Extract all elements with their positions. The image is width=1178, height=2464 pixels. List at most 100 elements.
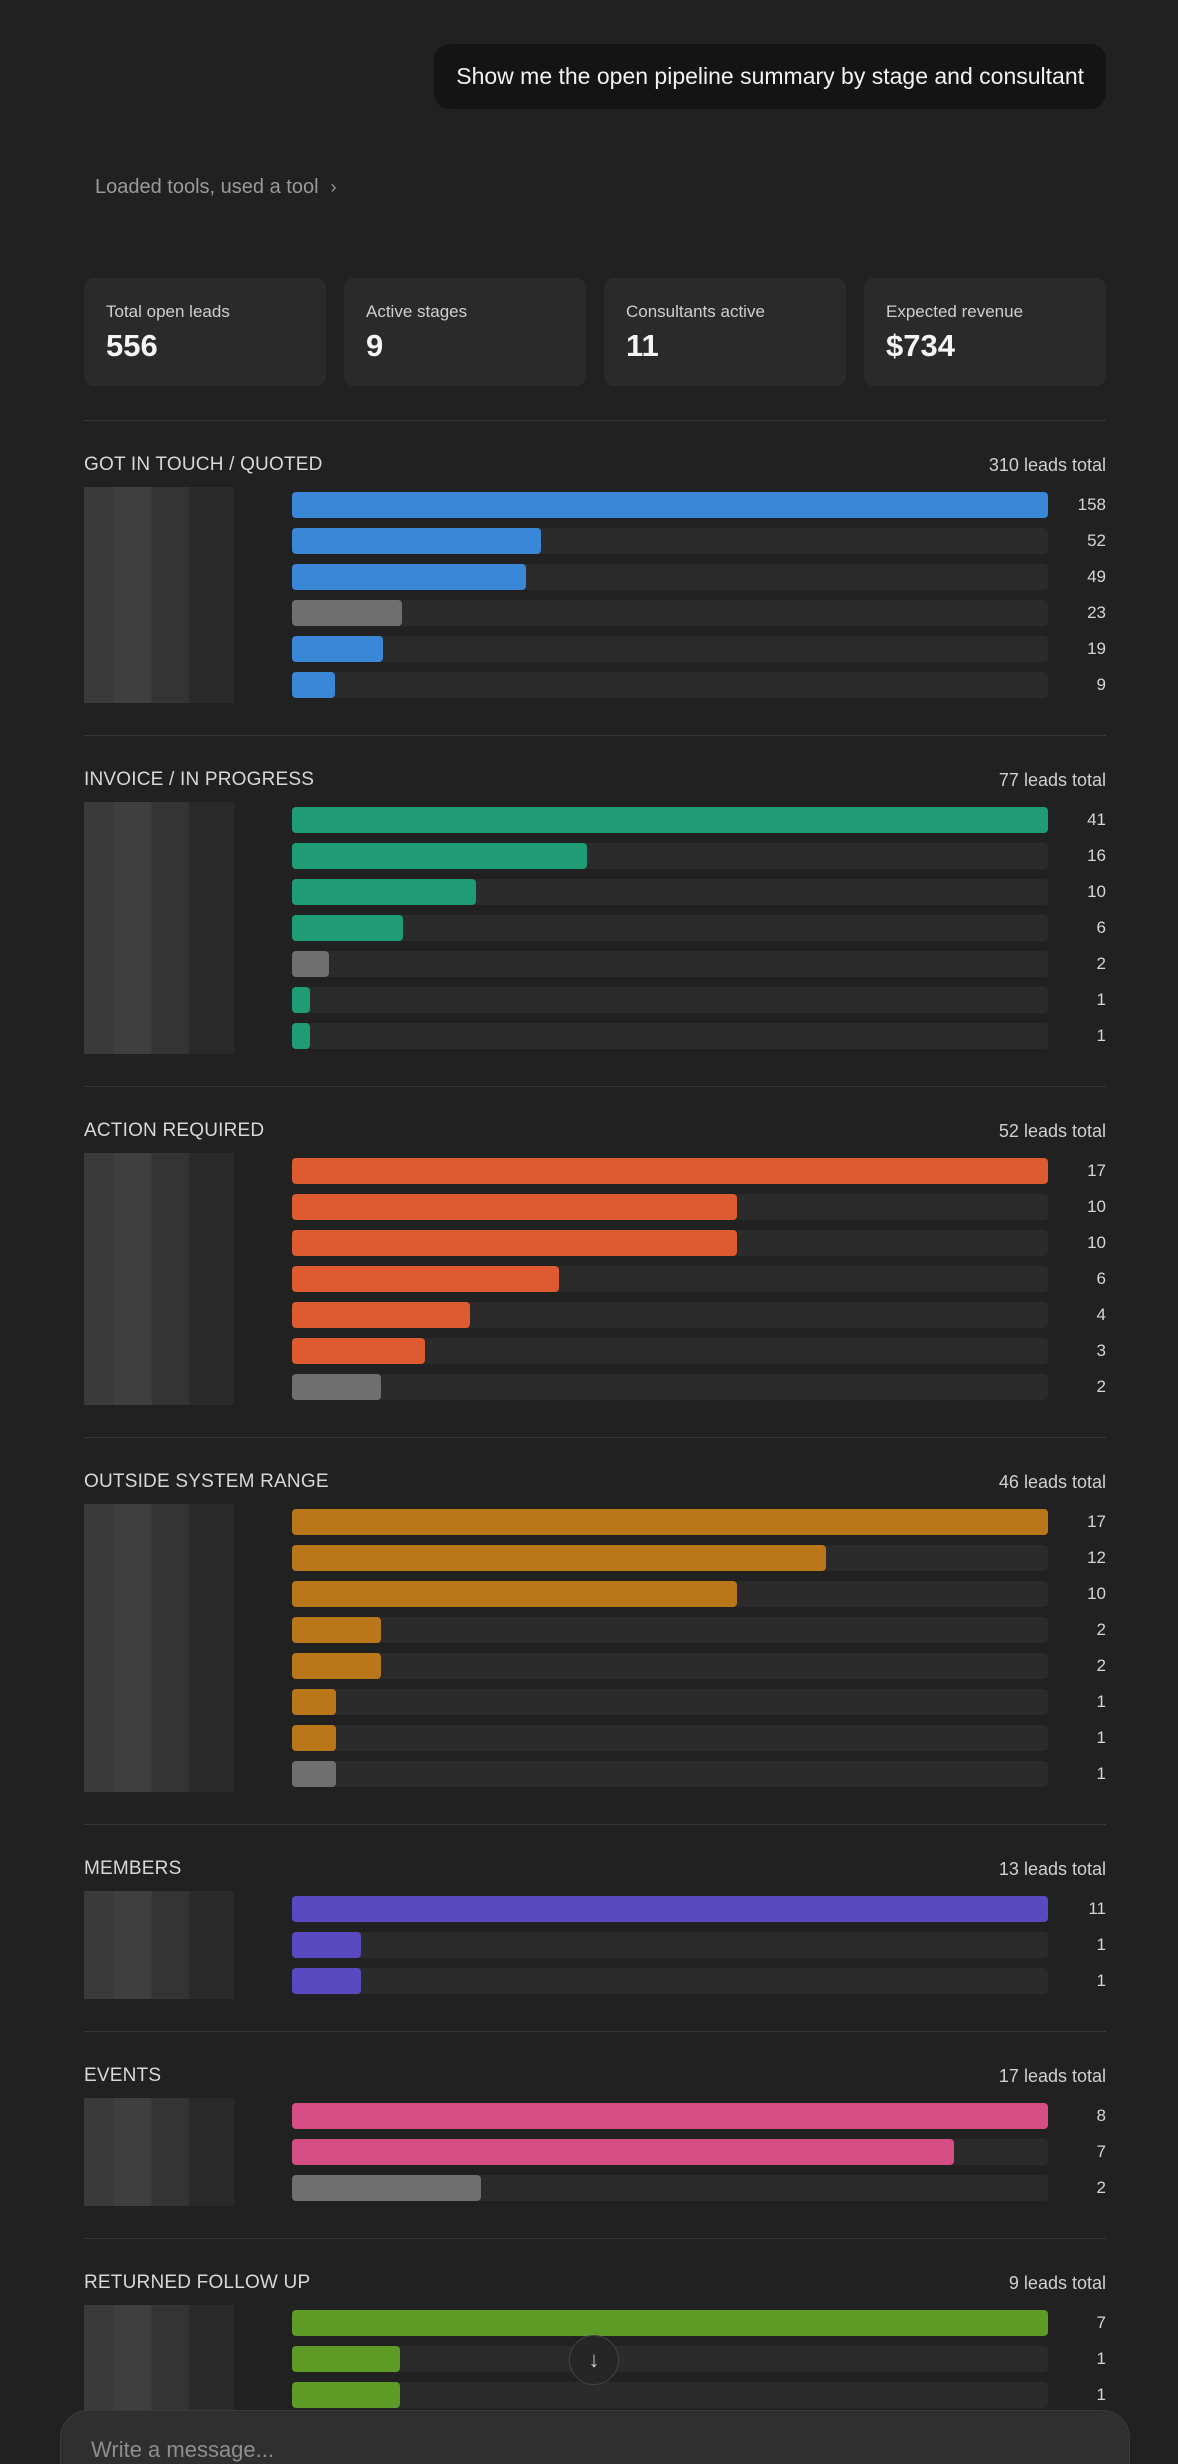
- bar-row: 1: [84, 1018, 1106, 1054]
- stat-card-consultants-active: Consultants active 11: [604, 278, 846, 386]
- redacted-block: [84, 874, 234, 910]
- consultant-label-redacted: [84, 1153, 292, 1189]
- redacted-block: [84, 595, 234, 631]
- bar: [292, 1617, 381, 1643]
- section-title: INVOICE / IN PROGRESS: [84, 769, 315, 790]
- bar: [292, 1896, 1048, 1922]
- section-title: ACTION REQUIRED: [84, 1120, 265, 1141]
- bar: [292, 1509, 1048, 1535]
- bar-track: [292, 1266, 1048, 1292]
- bar-row: 23: [84, 595, 1106, 631]
- bar: [292, 2103, 1048, 2129]
- redacted-block: [84, 559, 234, 595]
- bar-track: [292, 2139, 1048, 2165]
- bar: [292, 528, 541, 554]
- bar: [292, 672, 335, 698]
- bar-value-label: 1: [1096, 1935, 1106, 1954]
- bar: [292, 2382, 400, 2408]
- redacted-block: [84, 2305, 234, 2341]
- consultant-label-redacted: [84, 2098, 292, 2134]
- section-header: OUTSIDE SYSTEM RANGE 46 leads total: [84, 1470, 1106, 1494]
- section-header: ACTION REQUIRED 52 leads total: [84, 1119, 1106, 1143]
- bar-row: 16: [84, 838, 1106, 874]
- consultant-label-redacted: [84, 1504, 292, 1540]
- bar-row: 1: [84, 1756, 1106, 1792]
- pipeline-section: ACTION REQUIRED 52 leads total 17 10 10 6 4 3 2: [84, 1086, 1106, 1437]
- redacted-block: [84, 487, 234, 523]
- redacted-block: [84, 1648, 234, 1684]
- consultant-label-redacted: [84, 874, 292, 910]
- bar-track: [292, 1968, 1048, 1994]
- bar-value-label: 1: [1096, 2349, 1106, 2368]
- bar-row: 2: [84, 1369, 1106, 1405]
- bar-value-label: 23: [1087, 603, 1106, 622]
- bar: [292, 915, 403, 941]
- bar-value-label: 9: [1096, 675, 1106, 694]
- bar-row: 12: [84, 1540, 1106, 1576]
- redacted-block: [84, 1153, 234, 1189]
- bar: [292, 1581, 737, 1607]
- bar-row: 7: [84, 2134, 1106, 2170]
- bar-value-label: 10: [1087, 882, 1106, 901]
- bar-track: [292, 1023, 1048, 1049]
- consultant-label-redacted: [84, 1891, 292, 1927]
- bar-value-label: 19: [1087, 639, 1106, 658]
- bar: [292, 1689, 336, 1715]
- bar-value-label: 6: [1096, 918, 1106, 937]
- bar-track: [292, 1617, 1048, 1643]
- redacted-block: [84, 910, 234, 946]
- consultant-label-redacted: [84, 910, 292, 946]
- consultant-label-redacted: [84, 2341, 292, 2377]
- bar-row: 41: [84, 802, 1106, 838]
- bar: [292, 2139, 954, 2165]
- bar: [292, 1338, 425, 1364]
- bar-row: 1: [84, 1684, 1106, 1720]
- bar-value-label: 2: [1096, 1377, 1106, 1396]
- consultant-label-redacted: [84, 1576, 292, 1612]
- bar-row: 4: [84, 1297, 1106, 1333]
- pipeline-section: RETURNED FOLLOW UP 9 leads total 7 1 1: [84, 2238, 1106, 2445]
- bar-row: 6: [84, 910, 1106, 946]
- redacted-block: [84, 1189, 234, 1225]
- consultant-label-redacted: [84, 1018, 292, 1054]
- bar-row: 2: [84, 1612, 1106, 1648]
- bar-track: [292, 492, 1048, 518]
- scroll-down-button[interactable]: ↓: [569, 2335, 619, 2385]
- bar-row: 1: [84, 1720, 1106, 1756]
- tools-summary-toggle[interactable]: Loaded tools, used a tool ›: [95, 176, 337, 199]
- bar-track: [292, 1230, 1048, 1256]
- redacted-block: [84, 2134, 234, 2170]
- consultant-label-redacted: [84, 2377, 292, 2413]
- bar-value-label: 1: [1096, 990, 1106, 1009]
- consultant-label-redacted: [84, 1684, 292, 1720]
- bar-row: 10: [84, 1189, 1106, 1225]
- bar-value-label: 1: [1096, 1692, 1106, 1711]
- section-title: OUTSIDE SYSTEM RANGE: [84, 1471, 329, 1492]
- stat-card-total-open-leads: Total open leads 556: [84, 278, 326, 386]
- redacted-block: [84, 1612, 234, 1648]
- bar-value-label: 10: [1087, 1584, 1106, 1603]
- section-header: GOT IN TOUCH / QUOTED 310 leads total: [84, 453, 1106, 477]
- consultant-label-redacted: [84, 1612, 292, 1648]
- bar-value-label: 1: [1096, 1764, 1106, 1783]
- bar-track: [292, 1194, 1048, 1220]
- bar-track: [292, 672, 1048, 698]
- bar-track: [292, 528, 1048, 554]
- consultant-label-redacted: [84, 1963, 292, 1999]
- bar-value-label: 11: [1088, 1899, 1106, 1918]
- redacted-block: [84, 1927, 234, 1963]
- bar-track: [292, 1158, 1048, 1184]
- stat-label: Active stages: [366, 302, 468, 321]
- message-input[interactable]: [91, 2437, 991, 2463]
- redacted-block: [84, 2170, 234, 2206]
- bar-value-label: 16: [1087, 846, 1106, 865]
- bar-row: 52: [84, 523, 1106, 559]
- bar-value-label: 7: [1096, 2313, 1106, 2332]
- consultant-label-redacted: [84, 2134, 292, 2170]
- redacted-block: [84, 2098, 234, 2134]
- consultant-label-redacted: [84, 1540, 292, 1576]
- section-total: 77 leads total: [998, 769, 1106, 790]
- consultant-label-redacted: [84, 1369, 292, 1405]
- redacted-block: [84, 1018, 234, 1054]
- bar-track: [292, 564, 1048, 590]
